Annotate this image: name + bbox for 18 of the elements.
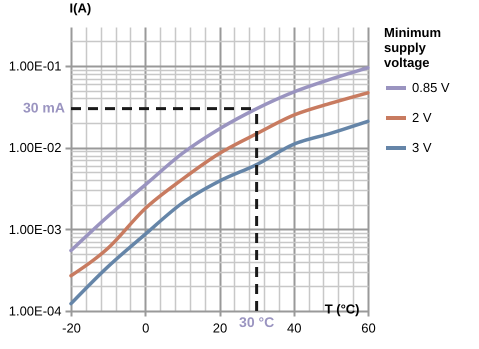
legend-label: 0.85 V [412, 80, 450, 95]
legend-label: 2 V [412, 110, 432, 125]
ref-line-label: 30 mA [22, 100, 65, 116]
y-tick-label: 1.00E-03 [8, 222, 62, 237]
y-tick-label: 1.00E-04 [8, 304, 62, 318]
x-tick-label: 20 [212, 320, 228, 336]
y-tick-label: 1.00E-01 [8, 58, 62, 74]
y-tick-label: 1.00E-02 [8, 140, 62, 156]
x-tick-label: 0 [142, 320, 150, 336]
legend-label: 3 V [412, 140, 432, 155]
x-tick-label: 40 [287, 320, 302, 336]
ref-line-label: 30 °C [239, 314, 274, 330]
x-axis-title: T (°C) [324, 302, 360, 316]
x-tick-label: -20 [62, 320, 81, 336]
legend-title: Minimum supply voltage [384, 25, 442, 70]
y-axis-title: I(A) [70, 0, 92, 16]
x-tick-label: 60 [361, 320, 376, 336]
line-series [69, 120, 370, 306]
